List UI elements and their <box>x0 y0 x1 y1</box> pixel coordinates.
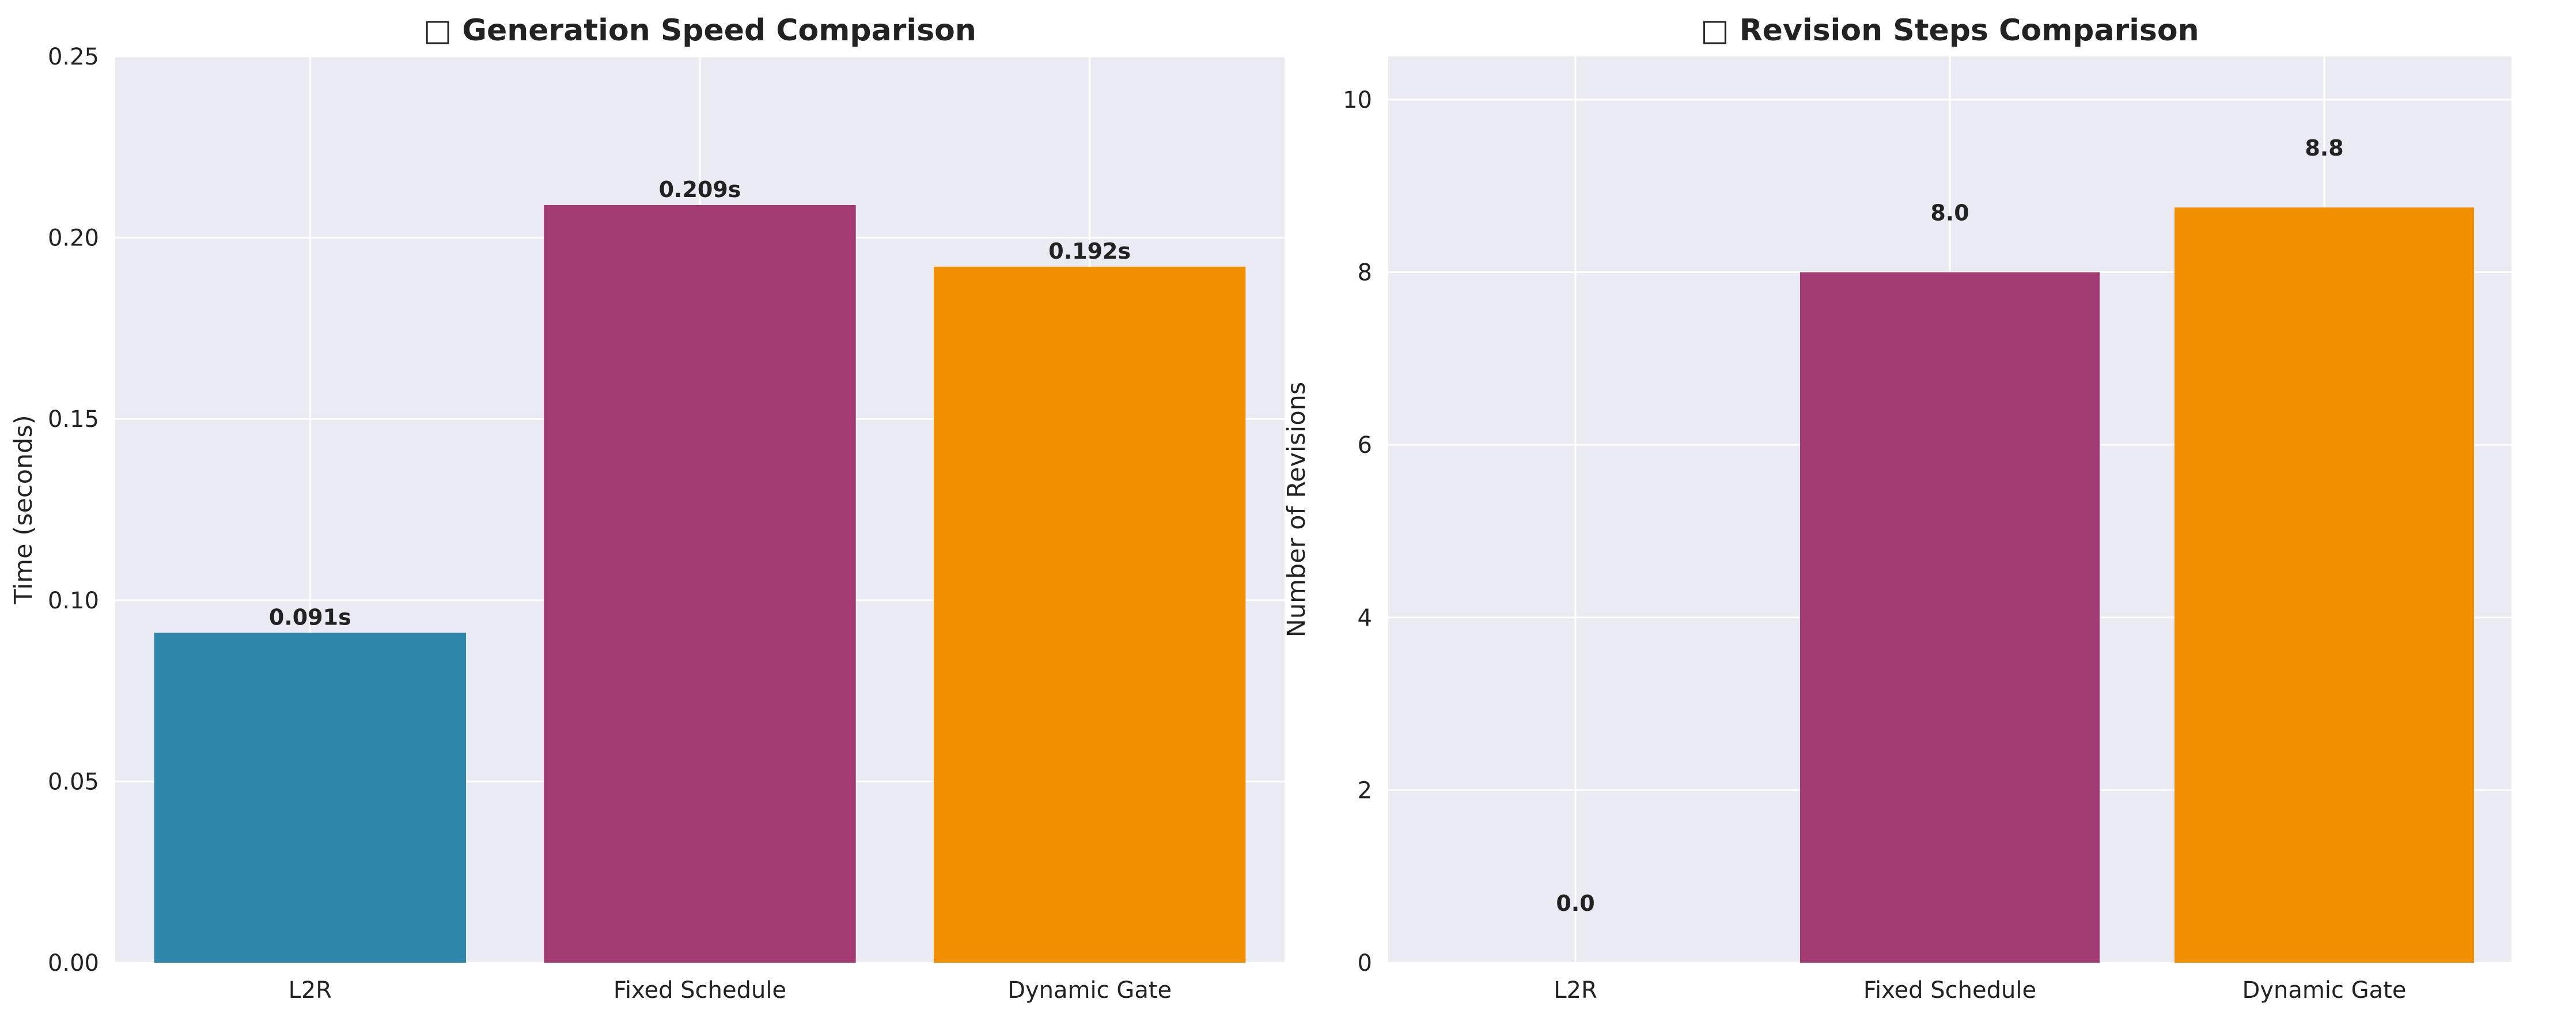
speed-chart-panel: □ Generation Speed Comparison Time (seco… <box>9 13 1285 1004</box>
speed-ytick-label: 0.10 <box>48 588 99 614</box>
speed-chart-ylabel: Time (seconds) <box>9 415 38 604</box>
revisions-bar <box>1800 272 2100 963</box>
speed-value-label: 0.091s <box>269 604 351 630</box>
speed-chart-title: □ Generation Speed Comparison <box>423 13 976 48</box>
speed-xtick-label: Dynamic Gate <box>1007 977 1172 1004</box>
revisions-ytick-label: 0 <box>1358 950 1372 977</box>
speed-value-label: 0.209s <box>659 177 741 202</box>
revisions-chart-panel: □ Revision Steps Comparison Number of Re… <box>1282 13 2511 1004</box>
revisions-ytick-label: 2 <box>1358 777 1372 804</box>
revisions-ytick-label: 4 <box>1358 605 1372 631</box>
speed-bar <box>934 266 1246 963</box>
speed-ytick-label: 0.00 <box>48 950 99 977</box>
speed-bar <box>154 633 467 963</box>
revisions-chart-title: □ Revision Steps Comparison <box>1700 13 2199 48</box>
speed-value-label: 0.192s <box>1048 239 1131 264</box>
revisions-xtick-label: L2R <box>1554 977 1597 1004</box>
speed-xtick-label: Fixed Schedule <box>613 977 786 1004</box>
revisions-bar <box>2175 207 2474 963</box>
revisions-xtick-label: Fixed Schedule <box>1863 977 2036 1004</box>
revisions-value-label: 8.0 <box>1930 200 1969 226</box>
revisions-value-label: 8.8 <box>2305 135 2343 161</box>
revisions-ytick-label: 10 <box>1343 87 1372 113</box>
revisions-xtick-label: Dynamic Gate <box>2242 977 2407 1004</box>
speed-xtick-label: L2R <box>289 977 332 1004</box>
revisions-ytick-label: 8 <box>1358 260 1372 286</box>
speed-ytick-label: 0.05 <box>48 769 99 795</box>
revisions-value-label: 0.0 <box>1556 891 1594 916</box>
speed-ytick-label: 0.20 <box>48 225 99 252</box>
speed-ytick-label: 0.15 <box>48 406 99 433</box>
revisions-chart-ylabel: Number of Revisions <box>1282 382 1311 638</box>
speed-bar <box>544 205 856 963</box>
revisions-ytick-label: 6 <box>1358 432 1372 459</box>
speed-ytick-label: 0.25 <box>48 44 99 70</box>
